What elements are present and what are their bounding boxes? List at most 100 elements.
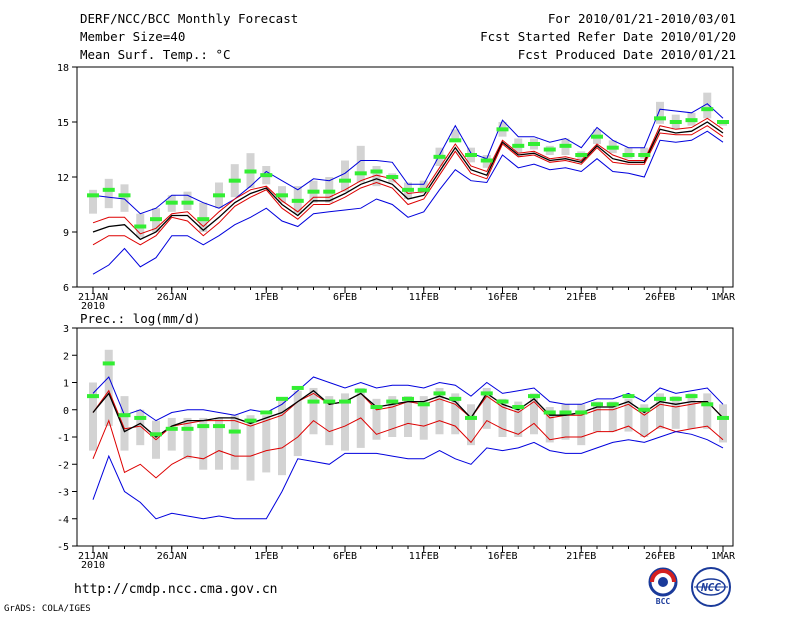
precip-y-tick-label: -5	[57, 542, 69, 553]
ncc-logo-icon: NCC	[691, 567, 731, 607]
precip-ensemble-mark	[323, 399, 336, 404]
precip-y-tick-label: 2	[63, 351, 69, 362]
ncc-logo-text: NCC	[700, 581, 721, 594]
temp-ensemble-mark	[622, 153, 635, 157]
temp-ensemble-mark	[354, 171, 367, 176]
temp-ensemble-mark	[559, 143, 572, 148]
precip-spread-bar	[671, 396, 680, 429]
precip-spread-bar	[514, 401, 523, 437]
precip-spread-bar	[278, 398, 286, 476]
precip-ensemble-mark	[685, 394, 698, 399]
temp-ensemble-mark	[638, 153, 651, 157]
member-size: Member Size=40	[80, 29, 186, 44]
precip-ensemble-mark	[528, 394, 540, 399]
precip-ensemble-mark	[622, 394, 635, 399]
temp-x-tick-label: 1FEB	[254, 292, 278, 303]
precip-y-tick-label: 0	[63, 406, 69, 417]
precip-ensemble-mark	[417, 402, 430, 407]
temp-spread-bar	[419, 180, 428, 194]
precip-x-tick-label: 1MAR	[711, 551, 736, 562]
precip-spread-bar	[388, 396, 397, 437]
precip-ensemble-mark	[150, 432, 162, 437]
precip-ensemble-mark	[701, 402, 714, 407]
precip-x-tick-label: 21FEB	[566, 551, 596, 562]
precip-spread-bar	[104, 349, 113, 427]
precip-spread-bar	[167, 417, 176, 451]
temp-line-mean_inner	[92, 125, 724, 246]
precip-panel-title: Prec.: log(mm/d)	[80, 311, 200, 326]
temp-ensemble-mark	[575, 153, 588, 157]
precip-spread-bar	[640, 404, 649, 437]
precip-y-tick-label: -3	[57, 488, 69, 499]
temp-ensemble-mark	[543, 147, 556, 152]
precip-line-low	[92, 417, 724, 479]
precip-ensemble-mark	[575, 410, 588, 415]
precip-spread-bar	[656, 393, 664, 429]
temp-ensemble-mark	[433, 154, 446, 159]
temp-ensemble-mark	[370, 169, 383, 174]
temp-y-tick-label: 15	[57, 118, 69, 129]
precip-ensemble-mark	[465, 415, 477, 420]
precip-ensemble-mark	[260, 410, 273, 415]
precip-ensemble-mark	[512, 405, 525, 410]
source-url[interactable]: http://cmdp.ncc.cma.gov.cn	[74, 582, 278, 597]
precip-ensemble-mark	[496, 399, 509, 404]
precip-spread-bar	[309, 387, 318, 435]
precip-ensemble-mark	[165, 426, 178, 431]
temp-y-tick-label: 12	[57, 173, 69, 184]
precip-ensemble-mark	[591, 402, 603, 407]
forecast-start-date: Fcst Started Refer Date 2010/01/20	[480, 29, 736, 44]
precip-x-tick-label: 21JAN	[78, 551, 108, 562]
temp-ensemble-mark	[717, 120, 729, 124]
temp-plot-frame	[76, 66, 734, 288]
precip-x-tick-label: 26JAN	[157, 551, 187, 562]
precip-spread-bar	[498, 398, 507, 437]
precip-ensemble-mark	[228, 429, 241, 434]
temp-line-max	[92, 103, 724, 215]
precip-spread-bar	[341, 393, 349, 451]
temp-ensemble-mark	[307, 189, 320, 194]
temp-spread-bar	[451, 129, 460, 141]
precip-spread-bar	[545, 407, 554, 443]
precip-ensemble-mark	[402, 396, 414, 401]
precip-spread-bar	[419, 396, 428, 440]
temp-ensemble-mark	[244, 169, 257, 174]
precip-ensemble-mark	[291, 385, 304, 390]
precip-spread-bar	[230, 415, 239, 470]
precip-ensemble-mark	[543, 410, 556, 415]
temp-x-tick-label: 26FEB	[645, 292, 675, 303]
grads-credit: GrADS: COLA/IGES	[4, 604, 91, 614]
temp-spread-bar	[104, 178, 113, 209]
temp-x-tick-label: 6FEB	[333, 292, 357, 303]
precip-ensemble-mark	[134, 415, 147, 420]
temp-line-mean	[92, 121, 724, 241]
precip-ensemble-mark	[87, 394, 99, 399]
temp-ensemble-mark	[591, 134, 603, 139]
precip-spread-bar	[687, 393, 696, 429]
precip-x-tick-label: 6FEB	[333, 551, 357, 562]
precip-ensemble-mark	[181, 426, 194, 431]
precip-spread-bar	[136, 409, 145, 446]
temp-y-tick-label: 18	[57, 63, 69, 74]
precip-ensemble-mark	[449, 396, 462, 401]
temp-x-tick-label: 21JAN	[78, 292, 108, 303]
precip-y-tick-label: -1	[57, 433, 69, 444]
temp-x-year-label: 2010	[81, 301, 105, 312]
temp-spread-bar	[341, 160, 349, 192]
temp-ensemble-mark	[669, 120, 682, 124]
precip-ensemble-mark	[102, 361, 115, 366]
precip-ensemble-mark	[654, 396, 666, 401]
temp-x-tick-label: 16FEB	[487, 292, 517, 303]
forecast-produced-date: Fcst Produced Date 2010/01/21	[517, 47, 736, 62]
temp-spread-bar	[356, 145, 365, 183]
precip-spread-bar	[482, 387, 491, 429]
temp-ensemble-mark	[386, 175, 399, 179]
precip-ensemble-mark	[638, 407, 651, 412]
temp-ensemble-mark	[150, 217, 162, 222]
precip-x-year-label: 2010	[81, 560, 105, 571]
precip-ensemble-mark	[717, 415, 729, 420]
precip-spread-bar	[467, 404, 475, 446]
precip-y-tick-label: -4	[57, 515, 69, 526]
temp-ensemble-mark	[402, 187, 414, 192]
